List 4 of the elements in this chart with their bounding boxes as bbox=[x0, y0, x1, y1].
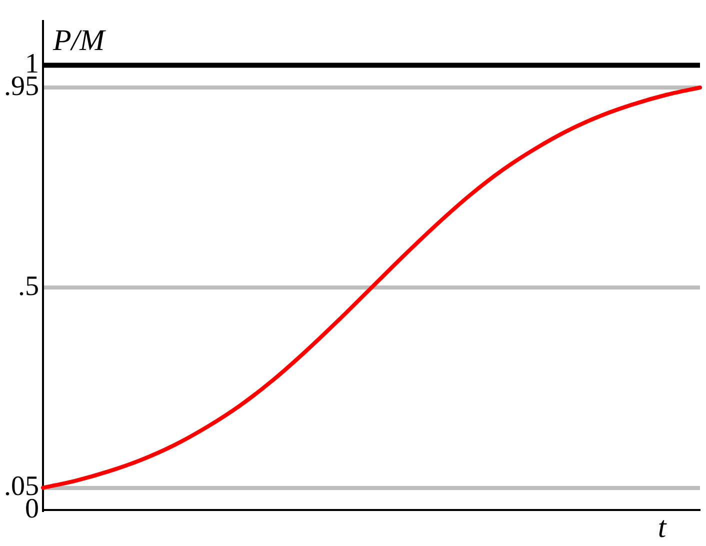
line-series bbox=[41, 86, 702, 490]
y-axis-title: P/M bbox=[52, 24, 107, 57]
x-axis-title: t bbox=[658, 510, 667, 544]
y-tick-label: .5 bbox=[18, 270, 39, 302]
